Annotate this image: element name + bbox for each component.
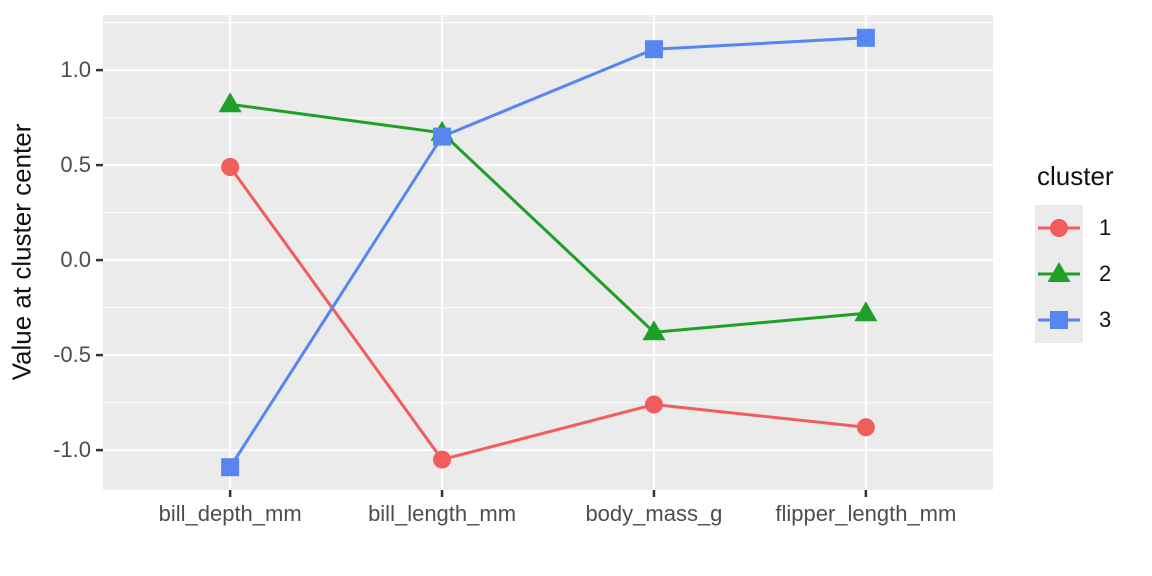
data-point-square [644, 40, 663, 59]
data-point-square [856, 28, 875, 47]
data-point-circle [221, 158, 240, 176]
data-point-circle [644, 395, 663, 414]
legend-entry-cluster-2: 2 [1035, 251, 1114, 297]
legend: cluster 1 2 3 [1035, 161, 1114, 343]
data-point-square [221, 458, 240, 477]
legend-symbol-circle [1038, 219, 1080, 237]
legend-entry-cluster-3: 3 [1035, 297, 1114, 343]
data-point-triangle [642, 320, 666, 341]
legend-label: 1 [1099, 215, 1112, 240]
y-axis-tick-label: -1.0 [53, 437, 91, 463]
x-axis-tick-label: flipper_length_mm [775, 501, 957, 526]
legend-title: cluster [1037, 161, 1114, 191]
y-axis-tick-label: 0.5 [60, 152, 91, 178]
legend-symbol-triangle [1038, 262, 1080, 282]
legend-symbol-square [1038, 311, 1080, 329]
y-axis-tick-label: 0.0 [60, 247, 91, 273]
legend-key-triangle-icon [1035, 251, 1083, 297]
series-line-cluster-2 [229, 102, 866, 334]
x-axis-tick-label: body_mass_g [585, 501, 723, 526]
x-axis-tick-label: bill_depth_mm [158, 501, 302, 526]
data-point-circle [856, 418, 875, 437]
y-axis-tick-label: -0.5 [53, 342, 91, 368]
panel-background [103, 15, 993, 490]
x-axis-tick-label: bill_length_mm [368, 501, 517, 526]
data-point-circle [433, 450, 452, 469]
data-point-triangle [218, 92, 242, 113]
legend-entry-cluster-1: 1 [1035, 205, 1114, 251]
y-axis-tick-label: 1.0 [60, 57, 91, 83]
data-point-triangle [854, 301, 878, 322]
legend-keys: 1 2 3 [1035, 205, 1114, 343]
series-line-cluster-1 [228, 166, 867, 462]
legend-key-square-icon [1035, 297, 1083, 343]
legend-label: 2 [1099, 261, 1112, 286]
legend-label: 3 [1099, 307, 1112, 332]
legend-key-circle-icon [1035, 205, 1083, 251]
series-line-cluster-3 [228, 36, 866, 469]
data-point-square [433, 127, 452, 146]
